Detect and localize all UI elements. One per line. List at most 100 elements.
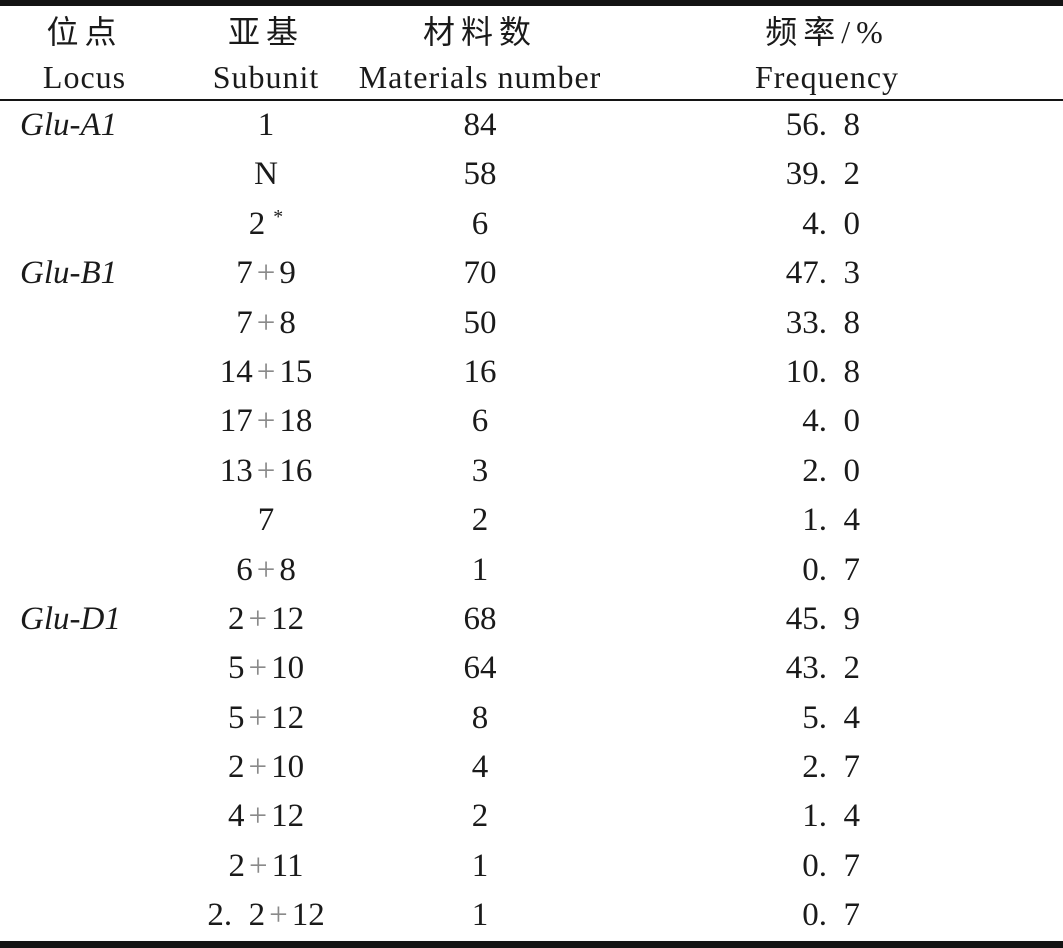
subunit-cell: 14 +15 — [219, 353, 313, 390]
locus-cell — [0, 546, 185, 595]
subunit-cell: 2 +12 — [227, 600, 305, 637]
frequency-cell: 5. 4 — [802, 699, 860, 736]
frequency-cell: 1. 4 — [802, 798, 860, 835]
frequency-cell: 2. 0 — [802, 452, 860, 489]
locus-cell — [0, 447, 185, 496]
frequency-cell: 10. 8 — [785, 353, 860, 390]
table-row: 17 +18 6 4. 0 — [0, 397, 1063, 446]
header-subunit: 亚基 Subunit — [185, 8, 347, 98]
subunit-cell: 7 +8 — [236, 304, 296, 341]
table-row: 6 +8 1 0. 7 — [0, 546, 1063, 595]
frequency-cell: 0. 7 — [802, 897, 860, 934]
subunit-cell: N — [254, 156, 278, 193]
frequency-cell: 39. 2 — [785, 156, 860, 193]
materials-cell: 1 — [471, 897, 489, 934]
subunit-cell: 6 +8 — [236, 551, 296, 588]
locus-cell: Glu-D1 — [20, 600, 121, 637]
plus-sign: + — [256, 452, 276, 489]
locus-cell — [0, 496, 185, 545]
plus-sign: + — [248, 699, 268, 736]
header-locus: 位点 Locus — [0, 8, 185, 98]
table-row: 2 +10 4 2. 7 — [0, 743, 1063, 792]
table-row: 2. 2 +12 1 0. 7 — [0, 891, 1063, 940]
subunit-cell: 5 +12 — [227, 699, 305, 736]
frequency-cell: 56. 8 — [785, 107, 860, 143]
subunit-cell: 7 — [257, 502, 275, 539]
materials-cell: 2 — [471, 798, 489, 835]
materials-cell: 6 — [471, 403, 489, 440]
header-frequency: 频率/% Frequency — [613, 8, 1063, 98]
materials-cell: 1 — [471, 551, 489, 588]
materials-cell: 6 — [471, 205, 489, 242]
subunit-cell: 4 +12 — [227, 798, 305, 835]
materials-cell: 3 — [471, 452, 489, 489]
frequency-cell: 4. 0 — [802, 205, 860, 242]
locus-cell — [0, 743, 185, 792]
frequency-cell: 0. 7 — [802, 847, 860, 884]
locus-cell — [0, 348, 185, 397]
top-rule — [0, 0, 1063, 6]
materials-cell: 58 — [463, 156, 497, 193]
subunit-cell: 2. 2 +12 — [207, 897, 325, 934]
plus-sign: + — [269, 897, 288, 934]
subunit-cell: 5 +10 — [227, 650, 305, 687]
plus-sign: + — [256, 304, 276, 341]
asterisk-superscript: * — [273, 205, 284, 228]
locus-cell — [0, 842, 185, 891]
materials-cell: 64 — [463, 650, 497, 687]
header-materials-en: Materials number — [358, 58, 602, 95]
header-locus-en: Locus — [42, 58, 127, 95]
frequency-cell: 45. 9 — [785, 600, 860, 637]
table-row: N 58 39. 2 — [0, 150, 1063, 199]
locus-cell — [0, 150, 185, 199]
materials-cell: 16 — [463, 353, 497, 390]
plus-sign: + — [248, 798, 268, 835]
plus-sign: + — [248, 600, 268, 637]
locus-cell — [0, 200, 185, 249]
plus-sign: + — [249, 847, 268, 884]
materials-cell: 2 — [471, 502, 489, 539]
locus-cell: Glu-B1 — [20, 255, 118, 292]
locus-cell — [0, 891, 185, 940]
materials-cell: 68 — [463, 600, 497, 637]
header-materials-zh: 材料数 — [422, 13, 537, 50]
header-subunit-en: Subunit — [212, 58, 320, 95]
table-row: 5 +12 8 5. 4 — [0, 694, 1063, 743]
header-frequency-en: Frequency — [754, 58, 900, 95]
materials-cell: 70 — [463, 255, 497, 292]
table-row: 14 +15 16 10. 8 — [0, 348, 1063, 397]
table-header: 位点 Locus 亚基 Subunit 材料数 Materials number… — [0, 6, 1063, 99]
frequency-cell: 33. 8 — [785, 304, 860, 341]
bottom-rule — [0, 941, 1063, 948]
subunit-cell: 2 +11 — [228, 847, 304, 884]
table-row: 5 +10 64 43. 2 — [0, 644, 1063, 693]
subunit-cell: 1 — [257, 107, 275, 143]
subunit-cell: 2 +10 — [227, 749, 305, 786]
locus-cell: Glu-A1 — [20, 107, 118, 143]
materials-cell: 1 — [471, 847, 489, 884]
locus-cell — [0, 792, 185, 841]
header-materials: 材料数 Materials number — [347, 8, 613, 98]
header-locus-zh: 位点 — [46, 13, 123, 50]
locus-cell — [0, 299, 185, 348]
materials-cell: 8 — [471, 699, 489, 736]
table-row: Glu-B1 7 +9 70 47. 3 — [0, 249, 1063, 298]
header-rule — [0, 99, 1063, 101]
plus-sign: + — [256, 255, 276, 292]
table-row: 2 * 6 4. 0 — [0, 200, 1063, 249]
frequency-cell: 0. 7 — [802, 551, 860, 588]
table-row: 7 +8 50 33. 8 — [0, 299, 1063, 348]
plus-sign: + — [256, 353, 276, 390]
locus-cell — [0, 644, 185, 693]
subunit-cell: 2 * — [248, 205, 284, 242]
subunit-cell: 13 +16 — [219, 452, 313, 489]
locus-cell — [0, 694, 185, 743]
table-row: 13 +16 3 2. 0 — [0, 447, 1063, 496]
plus-sign: + — [248, 749, 268, 786]
frequency-cell: 43. 2 — [785, 650, 860, 687]
frequency-cell: 1. 4 — [802, 502, 860, 539]
locus-cell — [0, 397, 185, 446]
table-row: 4 +12 2 1. 4 — [0, 792, 1063, 841]
header-frequency-zh: 频率/% — [765, 13, 889, 50]
